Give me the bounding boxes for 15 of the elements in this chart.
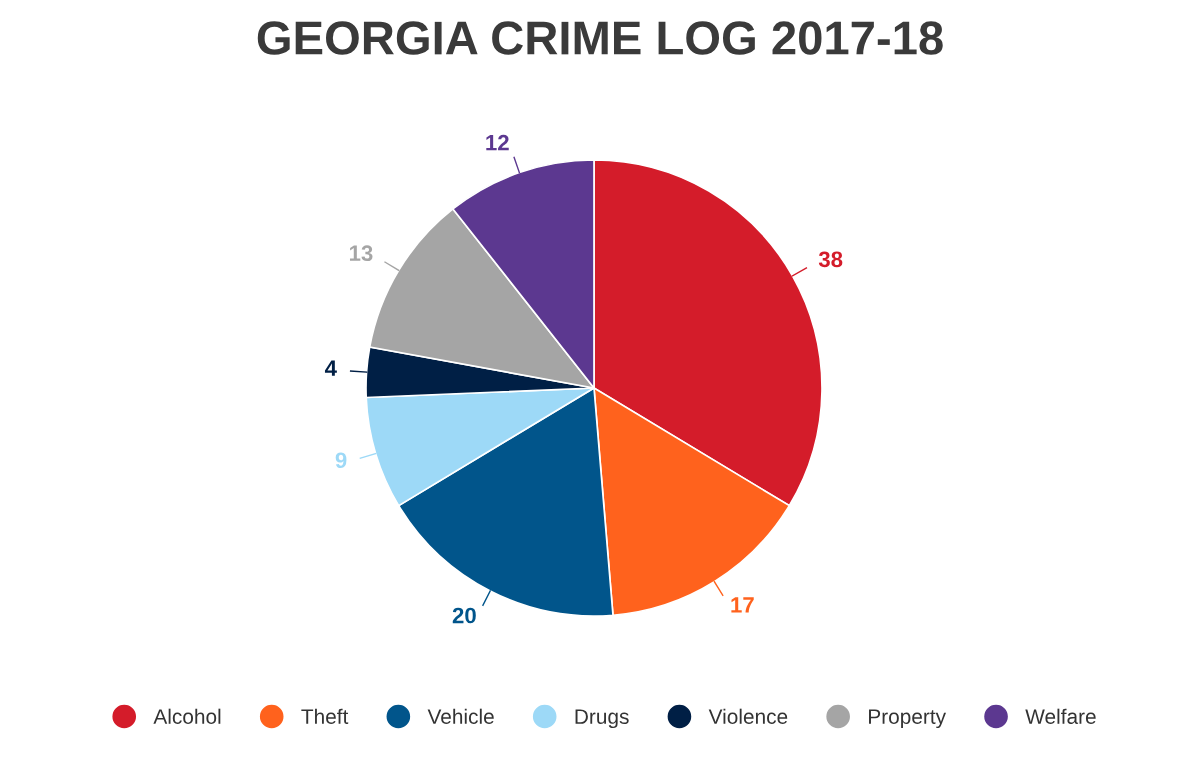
chart-title: GEORGIA CRIME LOG 2017-18 [257,21,943,55]
legend-label: Violence [708,708,788,724]
legend-label: Vehicle [427,708,494,724]
legend-label: Alcohol [153,708,221,724]
legend-label: Drugs [575,709,629,729]
data-label: 20 [452,607,476,624]
legend-label: Theft [301,708,349,724]
data-label: 17 [731,597,754,613]
data-label: 9 [335,452,347,469]
data-label: 12 [486,134,509,151]
legend-label: Welfare [1025,708,1096,724]
data-label: 13 [349,245,373,262]
data-label: 38 [818,251,843,268]
legend-label: Property [869,709,947,729]
data-label: 4 [324,360,337,376]
